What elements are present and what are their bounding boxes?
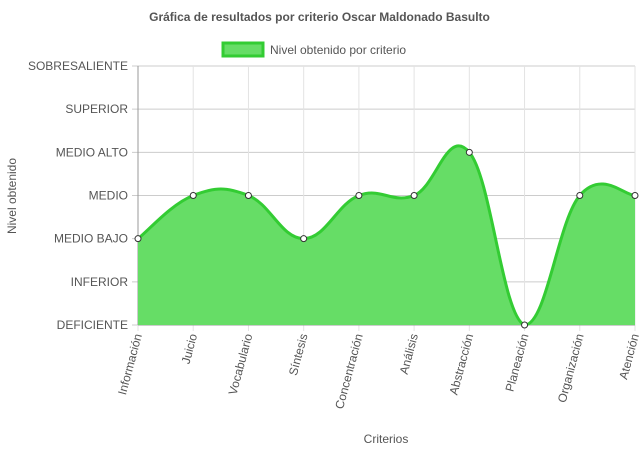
data-point[interactable] bbox=[631, 192, 639, 199]
x-tick-label: Síntesis bbox=[286, 332, 311, 377]
data-point[interactable] bbox=[189, 192, 197, 199]
series-points bbox=[134, 148, 639, 329]
x-tick-label: Organización bbox=[555, 332, 587, 404]
x-tick-label: Juicio bbox=[179, 332, 201, 366]
y-tick-label: MEDIO ALTO bbox=[56, 145, 128, 159]
y-tick-label: MEDIO BAJO bbox=[54, 232, 128, 246]
y-tick-label: SOBRESALIENTE bbox=[28, 59, 128, 73]
x-axis-title: Criterios bbox=[364, 432, 409, 446]
x-tick-label: Información bbox=[115, 332, 145, 396]
data-point[interactable] bbox=[410, 192, 418, 199]
y-axis-title: Nivel obtenido bbox=[5, 158, 19, 234]
data-point[interactable] bbox=[576, 192, 584, 199]
data-point[interactable] bbox=[355, 192, 363, 199]
x-tick-label: Análisis bbox=[397, 332, 421, 376]
x-tick-label: Vocabulario bbox=[226, 332, 256, 397]
series-area bbox=[138, 145, 635, 325]
x-tick-label: Atención bbox=[616, 332, 639, 381]
x-axis-ticks: Información Juicio Vocabulario Síntesis Conc… bbox=[115, 332, 639, 411]
legend-label: Nivel obtenido por criterio bbox=[270, 43, 406, 57]
data-point[interactable] bbox=[134, 235, 142, 243]
data-point[interactable] bbox=[465, 148, 473, 156]
y-tick-label: DEFICIENTE bbox=[57, 318, 128, 332]
data-point[interactable] bbox=[521, 321, 529, 329]
data-point[interactable] bbox=[244, 192, 252, 199]
x-tick-label: Concentración bbox=[332, 332, 366, 410]
legend[interactable]: Nivel obtenido por criterio bbox=[221, 41, 406, 58]
x-tick-label: Abstracción bbox=[446, 332, 476, 396]
y-tick-label: MEDIO bbox=[89, 189, 128, 203]
data-point[interactable] bbox=[300, 235, 308, 243]
chart-title: Gráfica de resultados por criterio Oscar… bbox=[149, 10, 490, 24]
legend-swatch bbox=[221, 41, 265, 58]
x-tick-label: Planeación bbox=[503, 332, 532, 393]
y-tick-label: SUPERIOR bbox=[65, 102, 128, 116]
y-axis-ticks: DEFICIENTE INFERIOR MEDIO BAJO MEDIO MEDIO A… bbox=[28, 59, 128, 332]
y-tick-label: INFERIOR bbox=[71, 275, 129, 289]
